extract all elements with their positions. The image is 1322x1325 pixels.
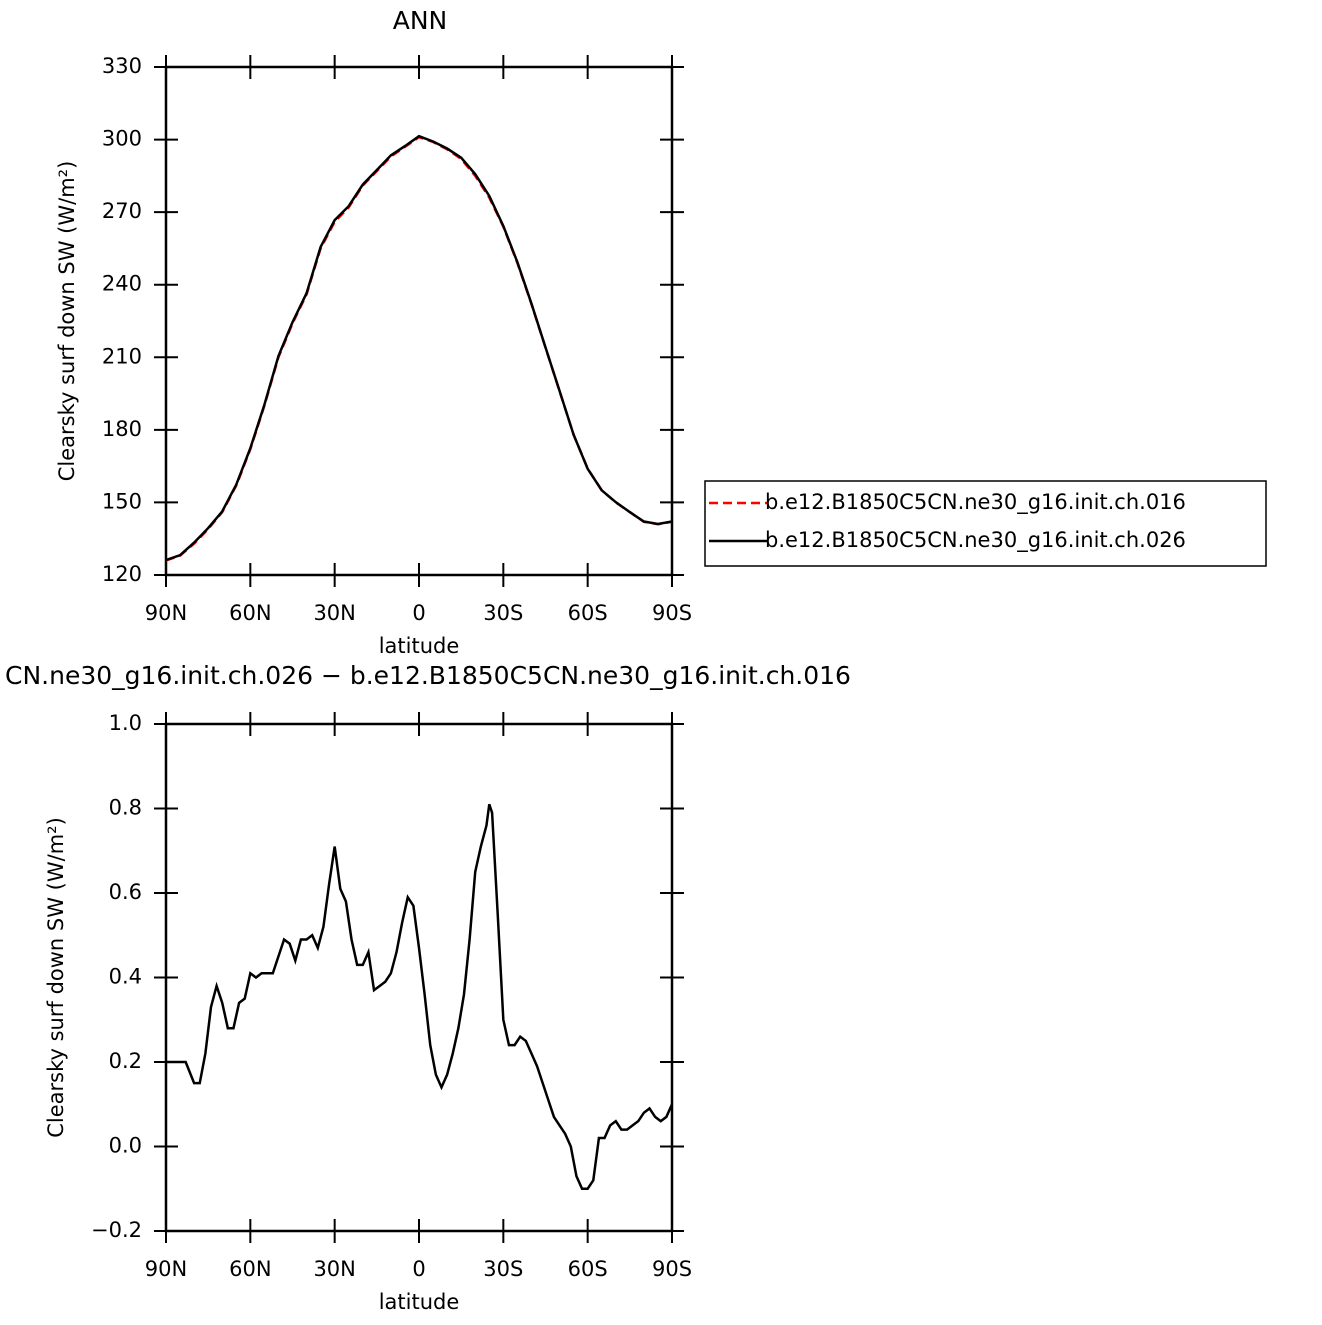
legend-label: b.e12.B1850C5CN.ne30_g16.init.ch.016 — [765, 490, 1186, 515]
y-tick-label: 0.8 — [109, 796, 142, 820]
x-tick-label: 90N — [145, 1257, 187, 1281]
y-tick-label: 210 — [102, 344, 142, 368]
x-tick-label: 60S — [568, 1257, 608, 1281]
y-tick-label: 1.0 — [109, 711, 142, 735]
x-tick-label: 30N — [313, 1257, 355, 1281]
y-axis-label: Clearsky surf down SW (W/m²) — [44, 817, 68, 1138]
y-tick-label: 150 — [102, 489, 142, 513]
x-tick-label: 90S — [652, 601, 692, 625]
x-tick-label: 0 — [412, 601, 425, 625]
series-line — [166, 803, 674, 1190]
y-tick-label: 180 — [102, 417, 142, 441]
x-tick-label: 0 — [412, 1257, 425, 1281]
y-tick-label: 270 — [102, 199, 142, 223]
x-tick-label: 60N — [229, 1257, 271, 1281]
y-tick-label: 300 — [102, 127, 142, 151]
y-tick-label: 0.6 — [109, 880, 142, 904]
y-axis-label: Clearsky surf down SW (W/m²) — [55, 161, 79, 482]
x-tick-label: 60S — [568, 601, 608, 625]
y-tick-label: 240 — [102, 272, 142, 296]
x-axis-label: latitude — [379, 1290, 460, 1314]
y-tick-label: 0.4 — [109, 965, 142, 989]
y-tick-label: 0.0 — [109, 1134, 142, 1158]
plot-frame — [164, 65, 674, 577]
y-tick-label: −0.2 — [91, 1218, 142, 1242]
chart-title: ANN — [393, 6, 448, 35]
series-line — [165, 135, 673, 562]
y-tick-label: 0.2 — [109, 1049, 142, 1073]
x-tick-label: 90N — [145, 601, 187, 625]
x-tick-label: 30N — [313, 601, 355, 625]
plot-frame — [164, 722, 674, 1233]
x-axis-label: latitude — [379, 634, 460, 658]
y-tick-label: 330 — [102, 54, 142, 78]
x-tick-label: 60N — [229, 601, 271, 625]
series-line — [165, 134, 673, 562]
legend-box — [704, 480, 1267, 567]
chart-title: CN.ne30_g16.init.ch.026 − b.e12.B1850C5C… — [5, 661, 851, 690]
legend-label: b.e12.B1850C5CN.ne30_g16.init.ch.026 — [765, 528, 1186, 553]
x-tick-label: 30S — [483, 1257, 523, 1281]
y-tick-label: 120 — [102, 562, 142, 586]
x-tick-label: 30S — [483, 601, 523, 625]
x-tick-label: 90S — [652, 1257, 692, 1281]
